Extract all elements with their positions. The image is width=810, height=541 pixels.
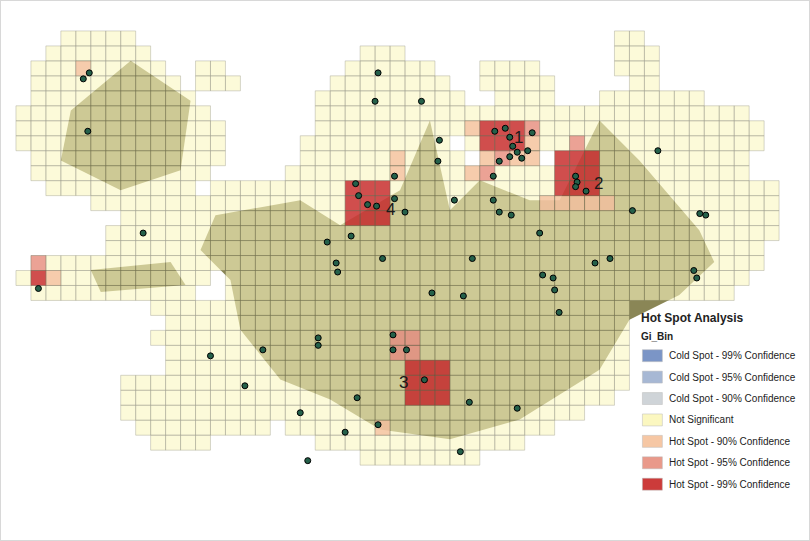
svg-text:Hot Spot - 99% Confidence: Hot Spot - 99% Confidence bbox=[669, 479, 791, 490]
svg-text:Hot Spot - 90% Confidence: Hot Spot - 90% Confidence bbox=[669, 436, 791, 447]
svg-text:Gi_Bin: Gi_Bin bbox=[641, 331, 673, 342]
svg-text:3: 3 bbox=[399, 373, 408, 392]
svg-text:Cold Spot - 90% Confidence: Cold Spot - 90% Confidence bbox=[669, 393, 796, 404]
svg-text:Hot Spot - 95% Confidence: Hot Spot - 95% Confidence bbox=[669, 457, 791, 468]
svg-text:Cold Spot - 99% Confidence: Cold Spot - 99% Confidence bbox=[669, 350, 796, 361]
svg-text:4: 4 bbox=[386, 200, 395, 219]
svg-text:1: 1 bbox=[514, 128, 523, 147]
svg-text:2: 2 bbox=[594, 174, 603, 193]
svg-text:Not Significant: Not Significant bbox=[669, 414, 734, 425]
svg-text:Hot Spot Analysis: Hot Spot Analysis bbox=[641, 311, 744, 325]
svg-text:Cold Spot - 95% Confidence: Cold Spot - 95% Confidence bbox=[669, 372, 796, 383]
